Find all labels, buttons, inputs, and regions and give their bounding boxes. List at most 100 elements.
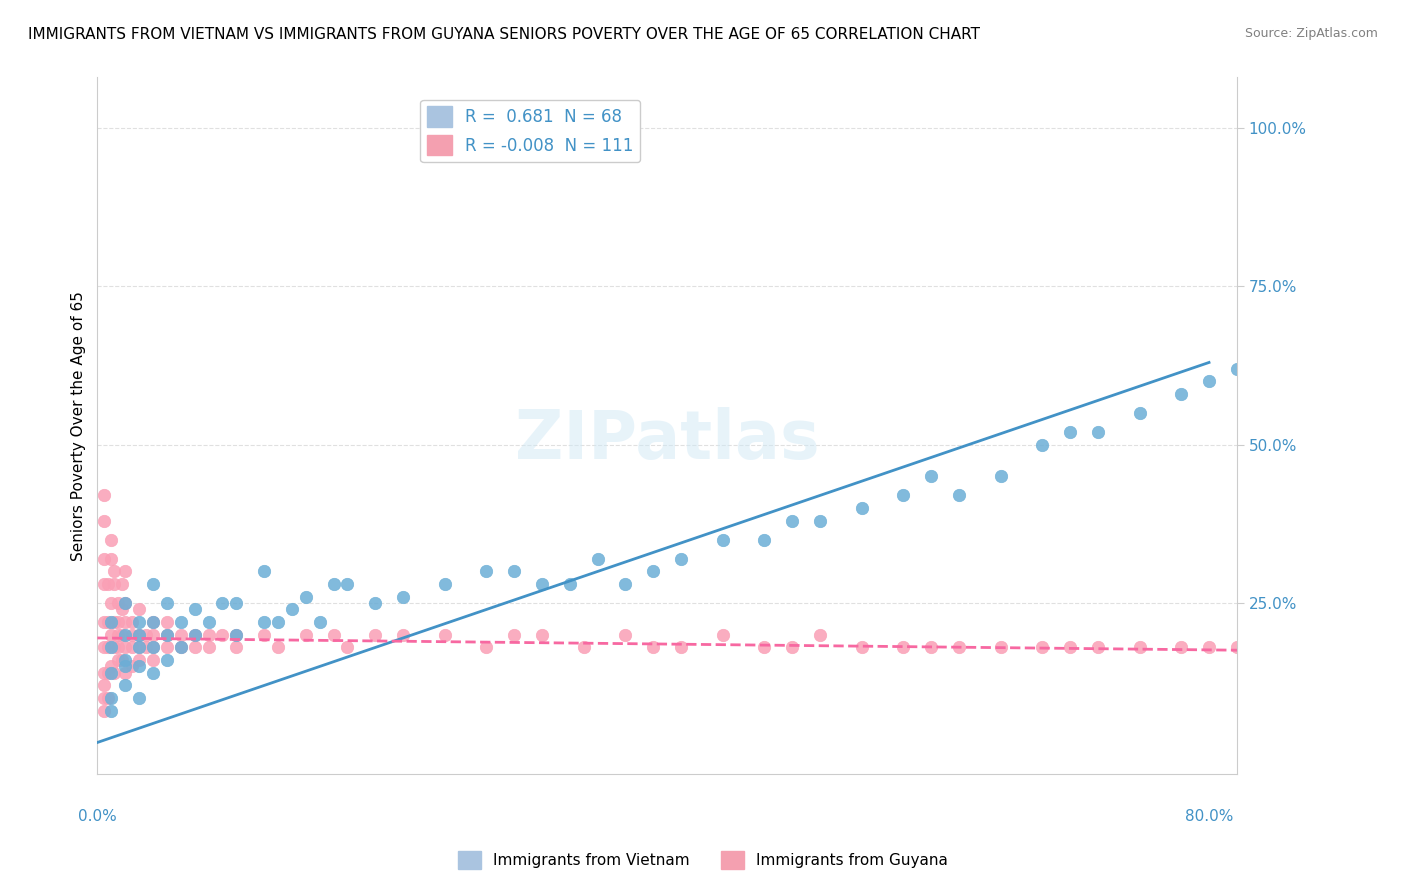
Point: [97, 665, 120, 680]
Point: [183, 640, 205, 655]
Point: [93, 704, 115, 718]
Point: [100, 704, 122, 718]
Point: [103, 565, 125, 579]
Point: [503, 565, 526, 579]
Point: [711, 628, 734, 642]
Point: [103, 615, 125, 629]
Point: [225, 628, 247, 642]
Point: [1170, 640, 1192, 655]
Point: [100, 659, 122, 673]
Point: [103, 640, 125, 655]
Point: [614, 628, 637, 642]
Point: [1267, 640, 1289, 655]
Point: [948, 488, 970, 502]
Point: [558, 577, 581, 591]
Point: [990, 640, 1012, 655]
Point: [142, 615, 165, 629]
Point: [142, 577, 165, 591]
Point: [531, 577, 554, 591]
Point: [948, 640, 970, 655]
Point: [1031, 438, 1053, 452]
Point: [114, 640, 136, 655]
Point: [669, 640, 692, 655]
Legend: R =  0.681  N = 68, R = -0.008  N = 111: R = 0.681 N = 68, R = -0.008 N = 111: [420, 100, 640, 162]
Point: [211, 628, 233, 642]
Point: [170, 640, 193, 655]
Point: [1031, 640, 1053, 655]
Point: [170, 628, 193, 642]
Point: [475, 565, 498, 579]
Point: [253, 628, 276, 642]
Point: [93, 551, 115, 566]
Point: [142, 640, 165, 655]
Point: [197, 628, 219, 642]
Point: [135, 628, 157, 642]
Point: [780, 514, 803, 528]
Point: [1170, 387, 1192, 401]
Point: [142, 665, 165, 680]
Text: Source: ZipAtlas.com: Source: ZipAtlas.com: [1244, 27, 1378, 40]
Point: [225, 596, 247, 610]
Point: [128, 628, 150, 642]
Point: [780, 640, 803, 655]
Point: [891, 640, 914, 655]
Point: [100, 665, 122, 680]
Point: [990, 469, 1012, 483]
Point: [891, 488, 914, 502]
Point: [156, 615, 179, 629]
Point: [156, 640, 179, 655]
Point: [93, 514, 115, 528]
Point: [1309, 640, 1331, 655]
Point: [103, 577, 125, 591]
Point: [97, 615, 120, 629]
Point: [97, 691, 120, 706]
Point: [111, 602, 134, 616]
Point: [1295, 121, 1317, 136]
Point: [267, 615, 290, 629]
Point: [308, 615, 330, 629]
Point: [93, 691, 115, 706]
Point: [97, 640, 120, 655]
Point: [1267, 343, 1289, 357]
Point: [114, 615, 136, 629]
Point: [281, 602, 304, 616]
Point: [121, 659, 143, 673]
Point: [142, 640, 165, 655]
Point: [920, 469, 942, 483]
Point: [1337, 640, 1360, 655]
Point: [225, 640, 247, 655]
Point: [111, 653, 134, 667]
Point: [711, 533, 734, 547]
Point: [183, 628, 205, 642]
Point: [156, 628, 179, 642]
Point: [111, 577, 134, 591]
Point: [1226, 361, 1249, 376]
Point: [100, 640, 122, 655]
Point: [142, 628, 165, 642]
Text: 80.0%: 80.0%: [1185, 809, 1233, 824]
Point: [111, 628, 134, 642]
Point: [114, 596, 136, 610]
Point: [114, 665, 136, 680]
Point: [531, 628, 554, 642]
Point: [808, 628, 831, 642]
Point: [336, 640, 359, 655]
Point: [808, 514, 831, 528]
Point: [322, 577, 344, 591]
Point: [93, 640, 115, 655]
Point: [475, 640, 498, 655]
Point: [503, 628, 526, 642]
Point: [1392, 640, 1406, 655]
Point: [107, 628, 129, 642]
Point: [1128, 640, 1150, 655]
Point: [93, 577, 115, 591]
Point: [754, 640, 776, 655]
Point: [156, 596, 179, 610]
Point: [107, 615, 129, 629]
Point: [100, 615, 122, 629]
Point: [107, 596, 129, 610]
Point: [1226, 640, 1249, 655]
Point: [93, 488, 115, 502]
Point: [107, 653, 129, 667]
Point: [392, 628, 415, 642]
